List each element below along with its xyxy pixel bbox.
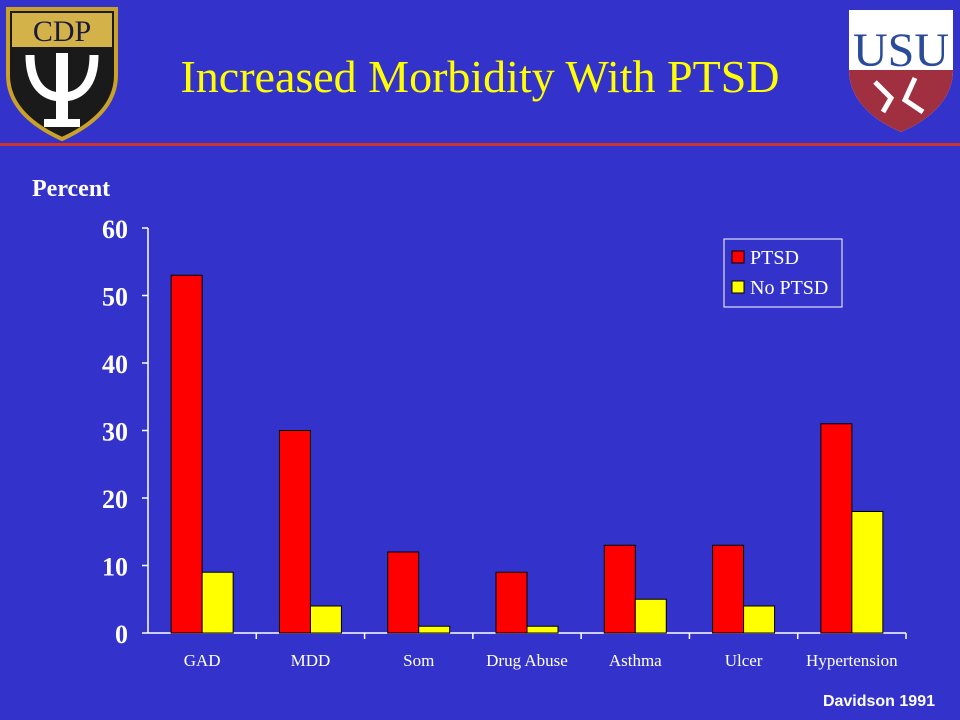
title-divider <box>0 143 960 146</box>
source-citation: Davidson 1991 <box>822 693 935 710</box>
bar-ptsd <box>170 274 203 634</box>
cdp-logo-text: CDP <box>33 15 91 48</box>
usu-shield-icon: USU <box>849 10 953 132</box>
x-tick-label: Asthma <box>609 651 662 670</box>
bar-no-ptsd <box>743 605 776 634</box>
y-axis-label: Percent <box>32 176 110 202</box>
bar-no-ptsd <box>309 605 342 634</box>
x-tick-label: Ulcer <box>725 651 763 670</box>
slide-title: Increased Morbidity With PTSD <box>180 51 780 102</box>
bar-ptsd <box>495 571 528 634</box>
cdp-psi-crest-icon: CDP <box>6 7 118 141</box>
legend-swatch <box>731 250 745 264</box>
y-tick-label: 10 <box>102 553 128 582</box>
legend-box <box>723 238 843 308</box>
x-tick-label: Drug Abuse <box>486 651 568 670</box>
legend-label: PTSD <box>750 247 799 269</box>
bar-ptsd <box>603 544 636 634</box>
bar-chart: Percent 0 10 20 30 40 50 60 GAD MDD Som Drug Abuse A… <box>32 176 907 670</box>
bar-ptsd <box>712 544 745 634</box>
y-tick-label: 40 <box>102 350 128 379</box>
usu-logo-text: USU <box>853 24 949 77</box>
bar-no-ptsd <box>634 598 667 634</box>
bar-ptsd <box>820 423 853 634</box>
y-tick-label: 30 <box>102 418 128 447</box>
bar-no-ptsd <box>851 511 884 634</box>
y-tick-label: 60 <box>102 215 128 244</box>
y-tick-label: 20 <box>102 485 128 514</box>
x-tick-label: Som <box>403 651 434 670</box>
bar-ptsd <box>278 430 311 634</box>
legend-label: No PTSD <box>750 277 828 299</box>
bar-no-ptsd <box>201 571 234 634</box>
bar-no-ptsd <box>418 625 451 634</box>
legend-swatch <box>731 280 745 294</box>
y-tick-label: 0 <box>115 620 128 649</box>
bar-ptsd <box>387 551 420 634</box>
bar-no-ptsd <box>526 625 559 634</box>
y-tick-label: 50 <box>102 283 128 312</box>
x-tick-label: Hypertension <box>806 651 898 670</box>
x-tick-label: GAD <box>184 651 221 670</box>
x-tick-label: MDD <box>291 651 331 670</box>
